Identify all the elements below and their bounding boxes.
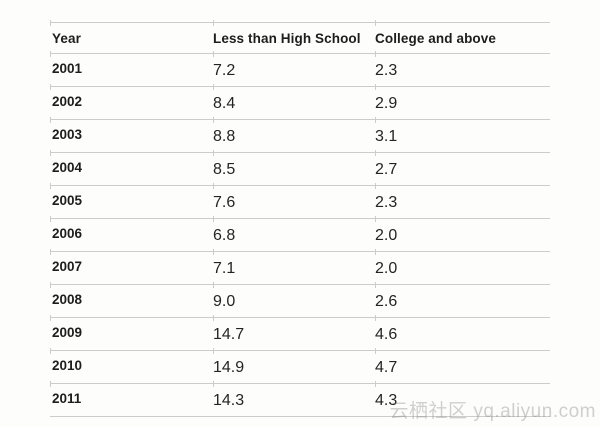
- less-than-hs-value: 9.0: [213, 293, 236, 310]
- college-cell: 4.6: [375, 315, 550, 350]
- lths-cell: 7.2: [213, 51, 375, 86]
- less-than-hs-value: 14.9: [213, 359, 245, 376]
- table-row: 2009 14.7 4.6: [50, 315, 550, 350]
- year-label: 2011: [52, 390, 82, 406]
- lths-cell: 8.8: [213, 117, 375, 152]
- college-value: 4.3: [375, 392, 398, 409]
- lths-cell: 14.9: [213, 348, 375, 383]
- lths-cell: 6.8: [213, 216, 375, 251]
- table-row: 2003 8.8 3.1: [50, 117, 550, 152]
- year-label: 2010: [52, 357, 83, 373]
- column-header-less-than-hs: Less than High School: [213, 20, 375, 53]
- lths-cell: 14.7: [213, 315, 375, 350]
- college-cell: 2.6: [375, 282, 550, 317]
- less-than-hs-value: 8.5: [213, 161, 236, 178]
- year-cell: 2010: [50, 348, 213, 383]
- college-value: 2.3: [375, 62, 398, 79]
- college-cell: 2.3: [375, 51, 550, 86]
- college-cell: 2.3: [375, 183, 550, 218]
- college-cell: 4.3: [375, 381, 550, 416]
- column-header-college: College and above: [375, 20, 550, 53]
- table-row: 2002 8.4 2.9: [50, 84, 550, 119]
- table-header-row: Year Less than High School College and a…: [50, 20, 550, 53]
- college-value: 4.6: [375, 326, 398, 343]
- year-cell: 2003: [50, 117, 213, 152]
- year-cell: 2009: [50, 315, 213, 350]
- lths-cell: 8.5: [213, 150, 375, 185]
- lths-cell: 7.1: [213, 249, 375, 284]
- year-cell: 2002: [50, 84, 213, 119]
- less-than-hs-value: 6.8: [213, 227, 236, 244]
- table-row: 2010 14.9 4.7: [50, 348, 550, 383]
- year-cell: 2004: [50, 150, 213, 185]
- year-label: 2009: [52, 324, 83, 340]
- lths-cell: 14.3: [213, 381, 375, 416]
- less-than-hs-value: 14.7: [213, 326, 245, 343]
- year-cell: 2005: [50, 183, 213, 218]
- college-value: 2.3: [375, 194, 398, 211]
- less-than-hs-value: 7.1: [213, 260, 236, 277]
- year-label: 2001: [52, 60, 83, 76]
- college-cell: 3.1: [375, 117, 550, 152]
- year-cell: 2008: [50, 282, 213, 317]
- table-row: 2005 7.6 2.3: [50, 183, 550, 218]
- table-row: 2011 14.3 4.3: [50, 381, 550, 416]
- lths-cell: 8.4: [213, 84, 375, 119]
- college-value: 2.0: [375, 260, 398, 277]
- college-value: 2.9: [375, 95, 398, 112]
- year-cell: 2006: [50, 216, 213, 251]
- table-row: 2001 7.2 2.3: [50, 51, 550, 86]
- less-than-hs-value: 14.3: [213, 392, 245, 409]
- college-value: 4.7: [375, 359, 398, 376]
- table-row: 2008 9.0 2.6: [50, 282, 550, 317]
- year-label: 2002: [52, 93, 83, 109]
- college-value: 2.6: [375, 293, 398, 310]
- less-than-hs-value: 8.4: [213, 95, 236, 112]
- less-than-hs-value: 7.2: [213, 62, 236, 79]
- year-label: 2007: [52, 258, 83, 274]
- year-cell: 2011: [50, 381, 213, 416]
- college-cell: 4.7: [375, 348, 550, 383]
- column-header-year: Year: [50, 20, 213, 53]
- lths-cell: 7.6: [213, 183, 375, 218]
- year-cell: 2001: [50, 51, 213, 86]
- college-value: 2.0: [375, 227, 398, 244]
- education-unemployment-table: Year Less than High School College and a…: [50, 20, 550, 417]
- less-than-hs-value: 8.8: [213, 128, 236, 145]
- year-label: 2006: [52, 225, 83, 241]
- table-row: 2007 7.1 2.0: [50, 249, 550, 284]
- table-row: 2006 6.8 2.0: [50, 216, 550, 251]
- table-row: 2004 8.5 2.7: [50, 150, 550, 185]
- college-cell: 2.0: [375, 216, 550, 251]
- year-label: 2008: [52, 291, 83, 307]
- less-than-hs-value: 7.6: [213, 194, 236, 211]
- college-cell: 2.7: [375, 150, 550, 185]
- year-label: 2004: [52, 159, 83, 175]
- year-label: 2003: [52, 126, 83, 142]
- lths-cell: 9.0: [213, 282, 375, 317]
- year-cell: 2007: [50, 249, 213, 284]
- college-cell: 2.0: [375, 249, 550, 284]
- year-label: 2005: [52, 192, 83, 208]
- college-value: 3.1: [375, 128, 398, 145]
- college-value: 2.7: [375, 161, 398, 178]
- college-cell: 2.9: [375, 84, 550, 119]
